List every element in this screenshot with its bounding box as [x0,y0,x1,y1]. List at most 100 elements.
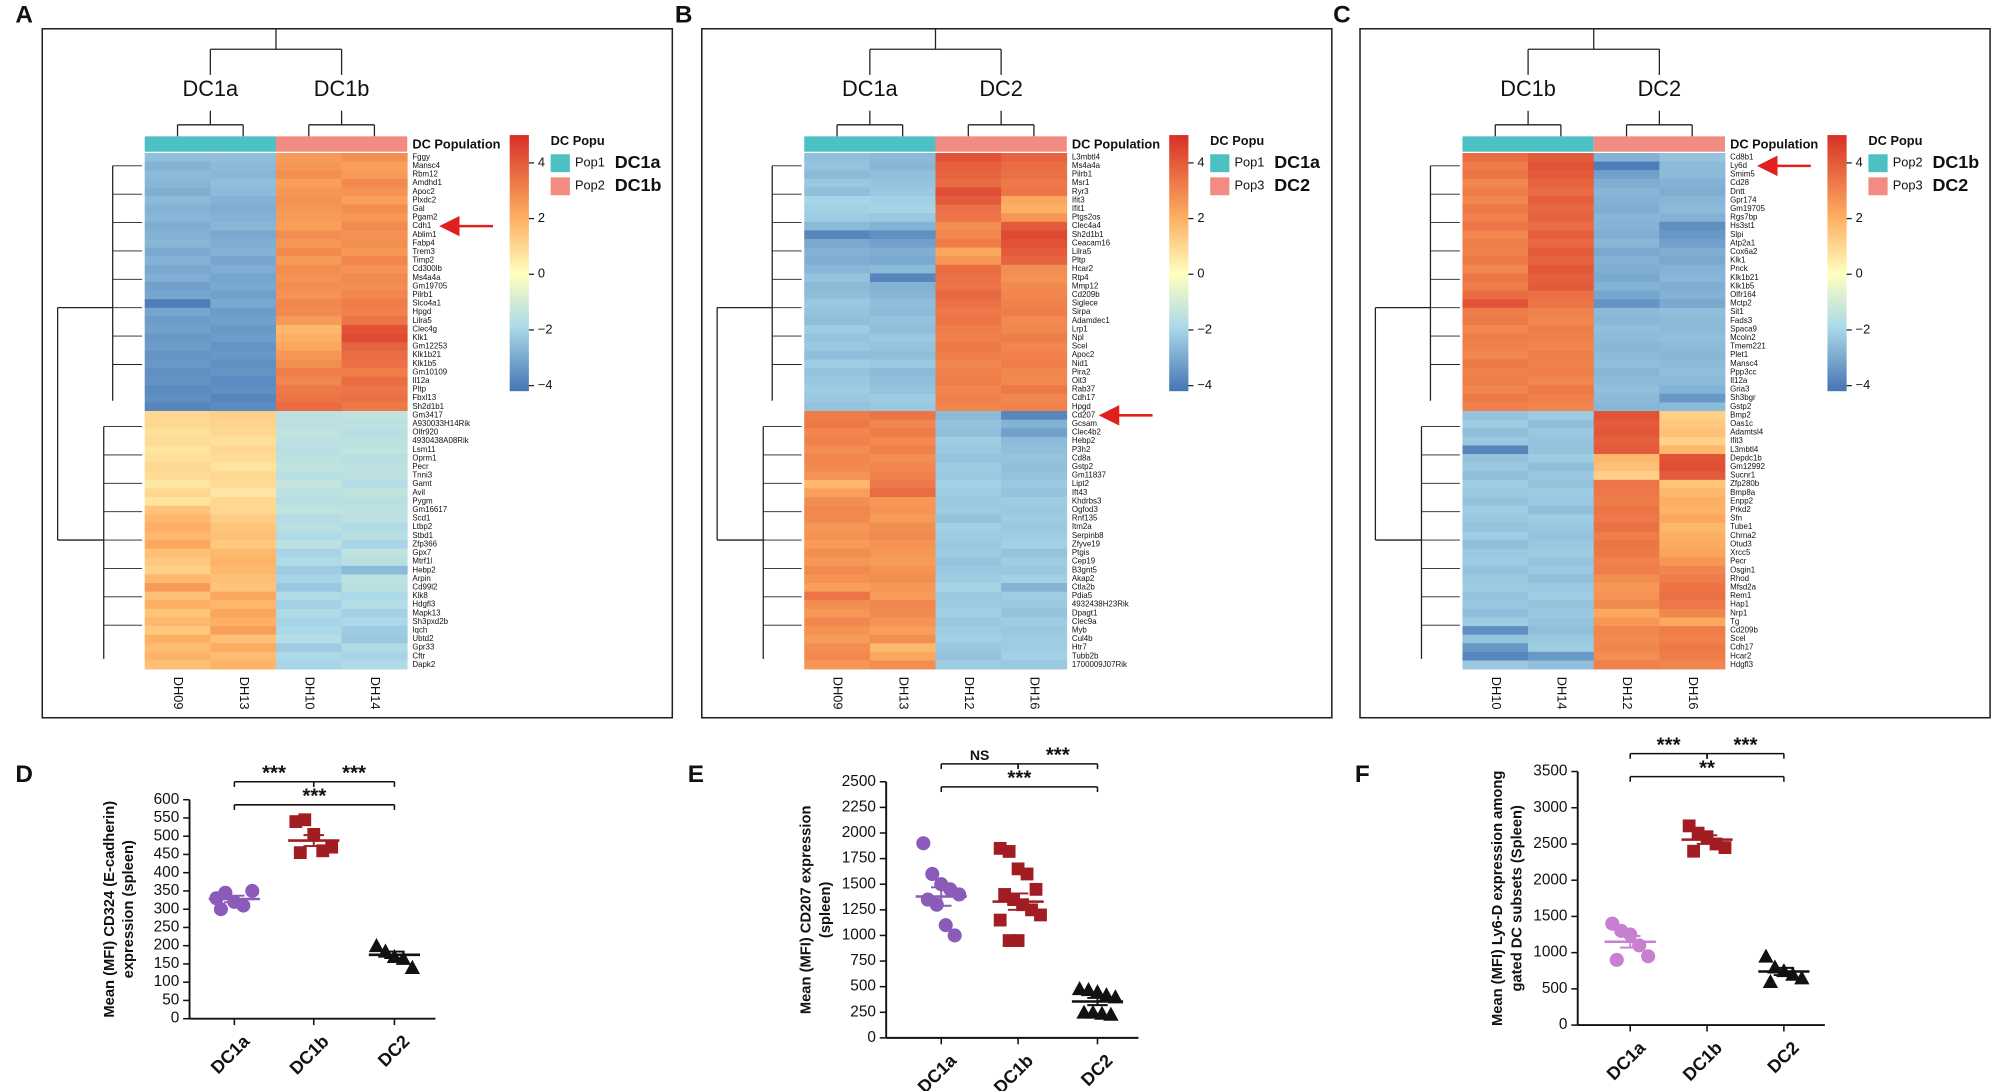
gene-label: Tmem221 [1730,342,1766,351]
heatmap-cell [1462,368,1529,378]
heatmap-cell [1001,376,1068,386]
legend-name: Pop3 [1235,178,1265,193]
heatmap-cell [869,256,936,266]
heatmap-cell [1001,522,1068,532]
data-point [368,938,385,953]
gene-label: Zfyve19 [1072,539,1101,548]
gene-label: Rem1 [1730,591,1752,600]
heatmap-cell [1528,187,1595,197]
heatmap-cell [1001,643,1068,653]
heatmap-cell [869,514,936,524]
heatmap-cell [869,428,936,438]
heatmap-cell [1001,505,1068,515]
heatmap-cell [935,565,1002,575]
heatmap-cell [1659,204,1726,214]
heatmap-cell [1593,626,1660,636]
data-point [1029,882,1043,896]
heatmap-cell [1528,221,1595,231]
data-point [947,928,962,943]
gene-label: Pdia5 [1072,591,1093,600]
heatmap-cell [1659,178,1726,188]
gene-label: Dapk2 [412,660,435,669]
heatmap-cell [341,393,408,403]
heatmap-cell [804,342,871,352]
heatmap-cell [275,342,342,352]
heatmap-cell [935,239,1002,248]
heatmap-cell [341,608,408,618]
heatmap-cell [1001,445,1068,455]
heatmap-cell [1659,505,1726,515]
y-axis-label: (spleen) [818,882,834,939]
y-axis-label: gated DC subsets (Spleen) [1509,805,1525,992]
heatmap-cell [210,152,277,162]
data-point [293,846,307,860]
data-point [1632,938,1647,953]
gene-label: Hap1 [1730,600,1750,609]
heatmap-cell [1462,479,1529,489]
heatmap-cell [144,213,211,223]
heatmap-cell [1462,239,1529,248]
column-label: DH09 [171,677,186,710]
heatmap-cell [144,462,211,472]
gene-label: Sh3bgr [1730,393,1756,402]
heatmap-cell [869,368,936,378]
heatmap-cell [935,393,1002,403]
heatmap-cell [804,548,871,558]
panel-frame [41,28,674,719]
data-point [925,866,940,882]
heatmap-cell [1528,376,1595,386]
colorbar [509,135,529,392]
gene-label: Hdgfl3 [412,600,435,609]
heatmap-cell [1462,152,1529,162]
data-point [1758,948,1774,963]
y-axis-label: Mean (MFI) CD324 (E-cadherin) [102,801,118,1018]
heatmap-cell [1593,565,1660,575]
heatmap-cell [1593,617,1660,627]
gene-label: Pgam2 [412,213,437,222]
heatmap-cell [804,471,871,481]
gene-label: Ifit3 [1072,195,1085,204]
heatmap-cell [1593,445,1660,455]
heatmap-cell [275,574,342,584]
gene-label: Pilrb1 [1072,170,1093,179]
heatmap-cell [1462,221,1529,231]
heatmap-cell [869,290,936,300]
heatmap-cell [275,600,342,610]
heatmap-cell [804,557,871,567]
data-point [1609,952,1624,967]
heatmap-cell [1659,634,1726,644]
data-point [1767,959,1783,974]
heatmap-cell [935,643,1002,653]
heatmap-cell [1528,462,1595,472]
heatmap-cell [1528,479,1595,489]
heatmap-cell [804,350,871,360]
heatmap-cell [1593,385,1660,395]
heatmap-cell [869,600,936,610]
heatmap-cell [804,264,871,274]
x-tick-label: DC1b [286,1031,333,1078]
heatmap-cell [1659,574,1726,584]
heatmap-cell [1001,152,1068,162]
heatmap-cell [210,522,277,532]
heatmap-cell [869,651,936,661]
gene-label: Rtp4 [1072,273,1089,282]
heatmap-cell [869,574,936,584]
gene-label: Cd209b [1730,625,1758,634]
heatmap-cell [210,359,277,369]
heatmap-cell [210,299,277,309]
heatmap-cell [869,608,936,618]
heatmap-cell [1001,514,1068,524]
heatmap-cell [1528,325,1595,335]
significance-label: *** [342,761,366,784]
heatmap-cell [804,359,871,369]
heatmap-cell [935,368,1002,378]
heatmap-cell [1528,342,1595,352]
heatmap-cell [341,540,408,550]
gene-label: 4930438A08Rik [412,436,468,445]
heatmap-cell [1593,307,1660,317]
gene-label: Zfp366 [412,539,437,548]
heatmap-cell [1462,402,1529,412]
heatmap-cell [804,428,871,438]
heatmap-cell [1593,471,1660,481]
heatmap-cell [1659,608,1726,618]
